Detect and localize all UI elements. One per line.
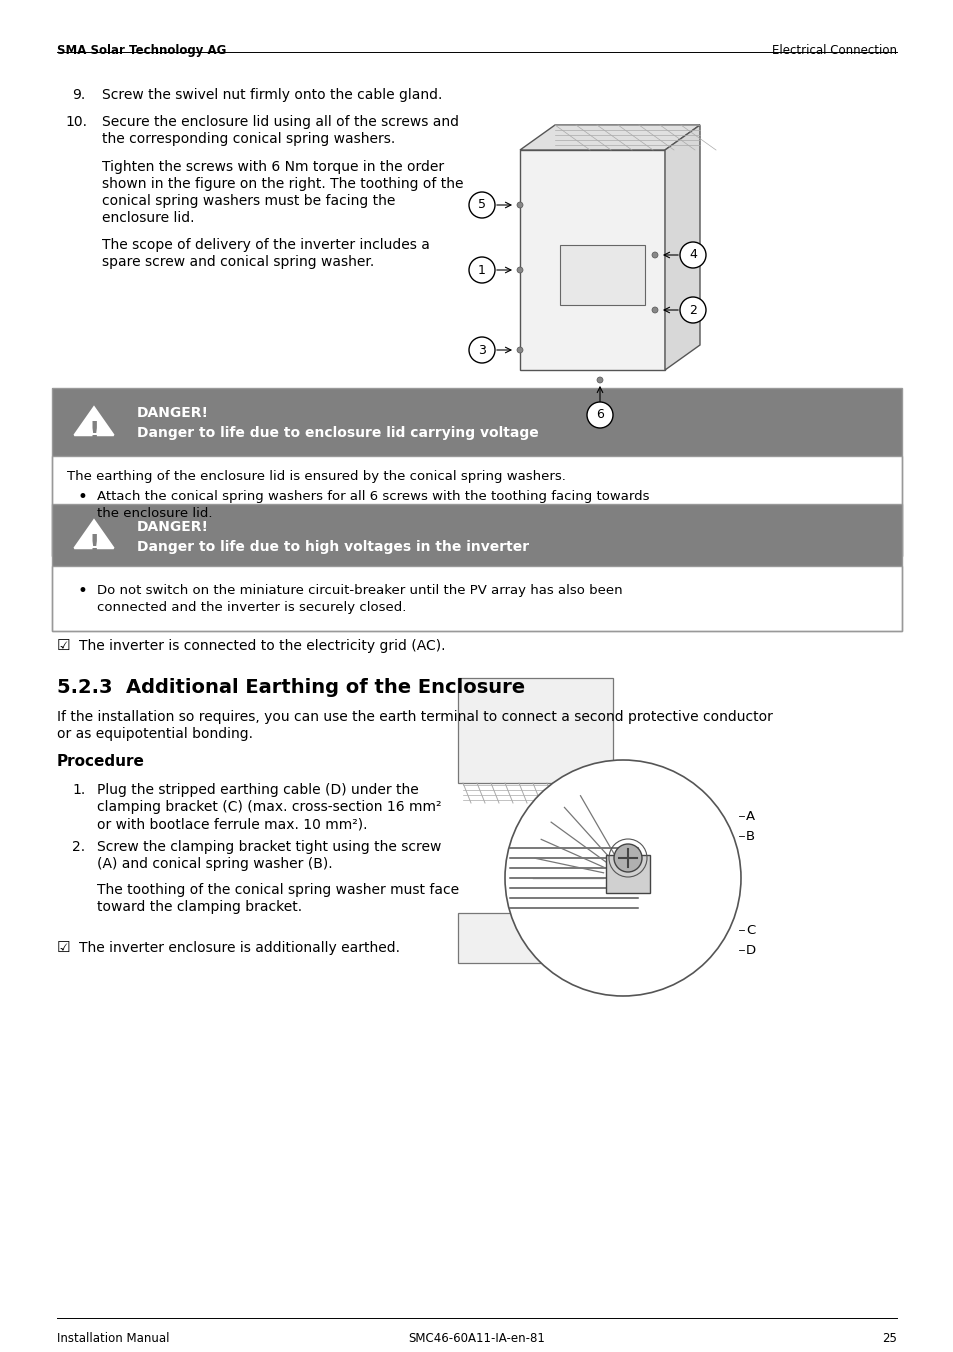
Text: clamping bracket (C) (max. cross-section 16 mm²: clamping bracket (C) (max. cross-section…	[97, 800, 441, 814]
Polygon shape	[664, 124, 700, 370]
Circle shape	[517, 266, 522, 273]
Text: 9.: 9.	[71, 88, 85, 101]
Circle shape	[679, 297, 705, 323]
Text: The scope of delivery of the inverter includes a: The scope of delivery of the inverter in…	[102, 238, 430, 251]
Circle shape	[651, 307, 658, 314]
Text: ☑: ☑	[57, 940, 71, 955]
Text: DANGER!: DANGER!	[137, 406, 209, 420]
Text: The inverter enclosure is additionally earthed.: The inverter enclosure is additionally e…	[79, 941, 399, 955]
Circle shape	[517, 201, 522, 208]
Text: D: D	[745, 944, 756, 956]
Text: •: •	[77, 581, 87, 600]
Text: SMC46-60A11-IA-en-81: SMC46-60A11-IA-en-81	[408, 1332, 545, 1345]
Text: The toothing of the conical spring washer must face: The toothing of the conical spring washe…	[97, 883, 458, 896]
Text: 5.2.3  Additional Earthing of the Enclosure: 5.2.3 Additional Earthing of the Enclosu…	[57, 677, 524, 698]
Text: Tighten the screws with 6 Nm torque in the order: Tighten the screws with 6 Nm torque in t…	[102, 160, 444, 174]
Circle shape	[469, 257, 495, 283]
Text: conical spring washers must be facing the: conical spring washers must be facing th…	[102, 193, 395, 208]
Text: 3: 3	[477, 343, 485, 357]
Bar	[457, 677, 613, 783]
Text: •: •	[77, 488, 87, 506]
Bar	[52, 388, 901, 456]
Text: 1: 1	[477, 264, 485, 277]
Text: DANGER!: DANGER!	[137, 521, 209, 534]
Text: Screw the clamping bracket tight using the screw: Screw the clamping bracket tight using t…	[97, 840, 441, 854]
Text: Do not switch on the miniature circuit-breaker until the PV array has also been: Do not switch on the miniature circuit-b…	[97, 584, 622, 598]
Text: enclosure lid.: enclosure lid.	[102, 211, 194, 224]
Text: !: !	[89, 420, 99, 443]
Text: Procedure: Procedure	[57, 754, 145, 769]
Text: The inverter is connected to the electricity grid (AC).: The inverter is connected to the electri…	[79, 639, 445, 653]
Bar	[52, 388, 901, 556]
Text: 2.: 2.	[71, 840, 85, 854]
Circle shape	[586, 402, 613, 429]
Text: Danger to life due to enclosure lid carrying voltage: Danger to life due to enclosure lid carr…	[137, 426, 538, 439]
Text: !: !	[89, 533, 99, 557]
Circle shape	[614, 844, 641, 872]
Circle shape	[504, 760, 740, 996]
Text: shown in the figure on the right. The toothing of the: shown in the figure on the right. The to…	[102, 177, 463, 191]
Text: spare screw and conical spring washer.: spare screw and conical spring washer.	[102, 256, 374, 269]
Polygon shape	[519, 150, 664, 370]
Text: 10.: 10.	[65, 115, 87, 128]
Text: 6: 6	[596, 408, 603, 422]
Text: Danger to life due to high voltages in the inverter: Danger to life due to high voltages in t…	[137, 539, 529, 554]
Text: the enclosure lid.: the enclosure lid.	[97, 507, 213, 521]
Bar	[52, 504, 901, 566]
Text: 4: 4	[688, 249, 697, 261]
Text: Installation Manual: Installation Manual	[57, 1332, 170, 1345]
Text: Plug the stripped earthing cable (D) under the: Plug the stripped earthing cable (D) und…	[97, 783, 418, 796]
Circle shape	[651, 251, 658, 258]
Text: or with bootlace ferrule max. 10 mm²).: or with bootlace ferrule max. 10 mm²).	[97, 817, 367, 831]
Text: Electrical Connection: Electrical Connection	[771, 45, 896, 57]
Polygon shape	[519, 124, 700, 150]
Text: 2: 2	[688, 303, 697, 316]
Text: ☑: ☑	[57, 638, 71, 653]
Text: 1.: 1.	[71, 783, 85, 796]
Circle shape	[469, 192, 495, 218]
Circle shape	[597, 377, 602, 383]
Text: A: A	[745, 810, 755, 822]
Text: the corresponding conical spring washers.: the corresponding conical spring washers…	[102, 132, 395, 146]
Circle shape	[517, 347, 522, 353]
Text: 25: 25	[882, 1332, 896, 1345]
Bar	[605, 854, 649, 894]
Circle shape	[469, 337, 495, 362]
Text: (A) and conical spring washer (B).: (A) and conical spring washer (B).	[97, 857, 333, 871]
Text: B: B	[745, 830, 755, 842]
Text: C: C	[745, 923, 755, 937]
Bar	[52, 504, 901, 631]
Text: or as equipotential bonding.: or as equipotential bonding.	[57, 727, 253, 741]
Text: 5: 5	[477, 199, 485, 211]
Text: Attach the conical spring washers for all 6 screws with the toothing facing towa: Attach the conical spring washers for al…	[97, 489, 649, 503]
Circle shape	[679, 242, 705, 268]
Polygon shape	[74, 407, 113, 435]
Text: toward the clamping bracket.: toward the clamping bracket.	[97, 900, 302, 914]
Text: Screw the swivel nut firmly onto the cable gland.: Screw the swivel nut firmly onto the cab…	[102, 88, 442, 101]
Bar	[457, 913, 613, 963]
Text: connected and the inverter is securely closed.: connected and the inverter is securely c…	[97, 602, 406, 614]
Bar	[52, 456, 901, 556]
Text: The earthing of the enclosure lid is ensured by the conical spring washers.: The earthing of the enclosure lid is ens…	[67, 470, 565, 483]
Bar	[559, 245, 644, 306]
Polygon shape	[74, 521, 113, 548]
Text: SMA Solar Technology AG: SMA Solar Technology AG	[57, 45, 226, 57]
Text: If the installation so requires, you can use the earth terminal to connect a sec: If the installation so requires, you can…	[57, 710, 772, 725]
Text: Secure the enclosure lid using all of the screws and: Secure the enclosure lid using all of th…	[102, 115, 458, 128]
Bar	[52, 566, 901, 631]
